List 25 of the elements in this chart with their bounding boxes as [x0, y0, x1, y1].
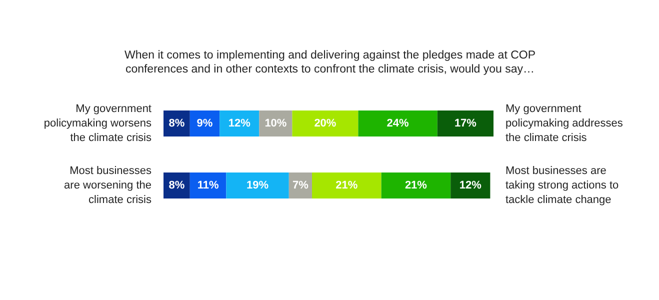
data-label: 21% [336, 180, 358, 192]
data-label: 8% [168, 118, 185, 130]
data-label: 17% [454, 118, 477, 130]
data-label: 11% [197, 180, 219, 192]
data-label: 9% [196, 118, 213, 130]
text: My government policymaking addresses the climate crisis [506, 103, 624, 144]
bar [312, 172, 382, 199]
data-label: 12% [228, 118, 251, 130]
bar [381, 172, 451, 199]
bar [358, 110, 438, 137]
chart-title: When it comes to implementing and delivering against the pledges made at COP conferences and in other contexts to confront the climate crisis, would you say… [124, 49, 536, 76]
data-label: 19% [246, 180, 269, 192]
bar [226, 172, 289, 199]
bar [437, 110, 494, 137]
data-label: 7% [292, 180, 309, 192]
data-label: 21% [404, 180, 428, 192]
data-label: 8% [168, 180, 185, 192]
y-tick-label: Most businesses are worsening the climate crisis [64, 165, 152, 206]
data-label: 20% [314, 118, 336, 130]
text: Most businesses are taking strong actions to tackle climate change [506, 165, 619, 206]
data-label: 10% [264, 118, 287, 130]
bar [292, 110, 358, 137]
data-label: 12% [459, 180, 482, 192]
data-label: 24% [386, 118, 410, 130]
y-tick-label: My government policymaking worsens the climate crisis [44, 103, 152, 144]
